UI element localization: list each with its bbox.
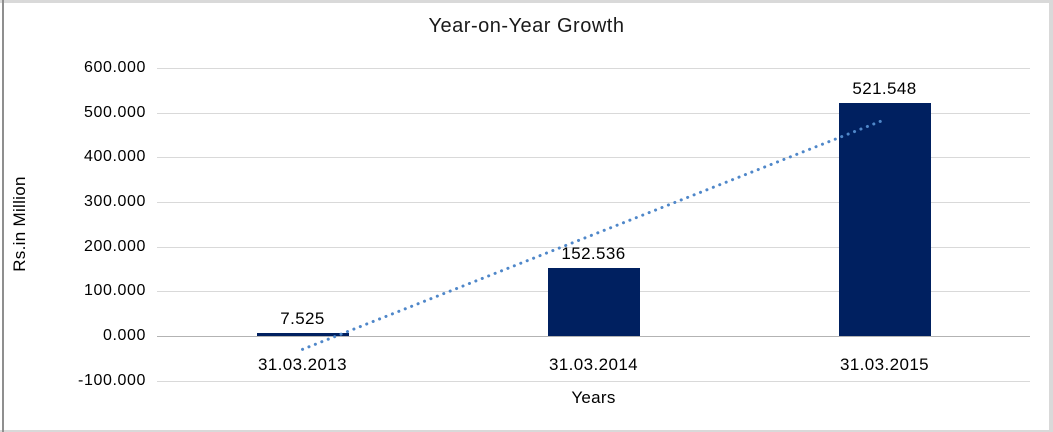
x-axis-title: Years — [571, 388, 616, 407]
x-tick-label: 31.03.2014 — [548, 355, 639, 374]
y-tick-label: 600.000 — [83, 59, 146, 76]
data-label: 152.536 — [561, 243, 626, 263]
chart-frame-top — [0, 0, 1053, 3]
chart-title: Year-on-Year Growth — [428, 15, 625, 37]
y-tick-label: 200.000 — [83, 237, 146, 255]
y-tick-label: 500.000 — [83, 103, 146, 121]
gridline — [157, 112, 1030, 114]
zero-axis-line — [157, 336, 1030, 338]
y-tick-label: -100.000 — [78, 371, 146, 389]
bar-31.03.2013[interactable] — [256, 332, 349, 337]
data-label: 521.548 — [852, 79, 917, 99]
data-label: 7.525 — [280, 308, 325, 328]
y-tick-label: 0.000 — [102, 327, 146, 345]
y-axis-title: Rs.in Million — [10, 176, 29, 272]
bar-31.03.2014[interactable] — [547, 267, 640, 336]
chart-frame-left — [2, 0, 4, 432]
y-tick-label: 300.000 — [83, 193, 146, 210]
gridline — [157, 380, 1030, 382]
y-tick-label: 400.000 — [83, 148, 146, 166]
bar-31.03.2015[interactable] — [838, 103, 931, 336]
y-tick-label: 100.000 — [83, 282, 146, 300]
gridline — [157, 68, 1030, 69]
chart-frame-bottom — [0, 430, 1053, 432]
x-tick-label: 31.03.2013 — [257, 355, 348, 374]
x-tick-label: 31.03.2015 — [839, 355, 930, 374]
chart-frame-right — [1049, 0, 1053, 432]
